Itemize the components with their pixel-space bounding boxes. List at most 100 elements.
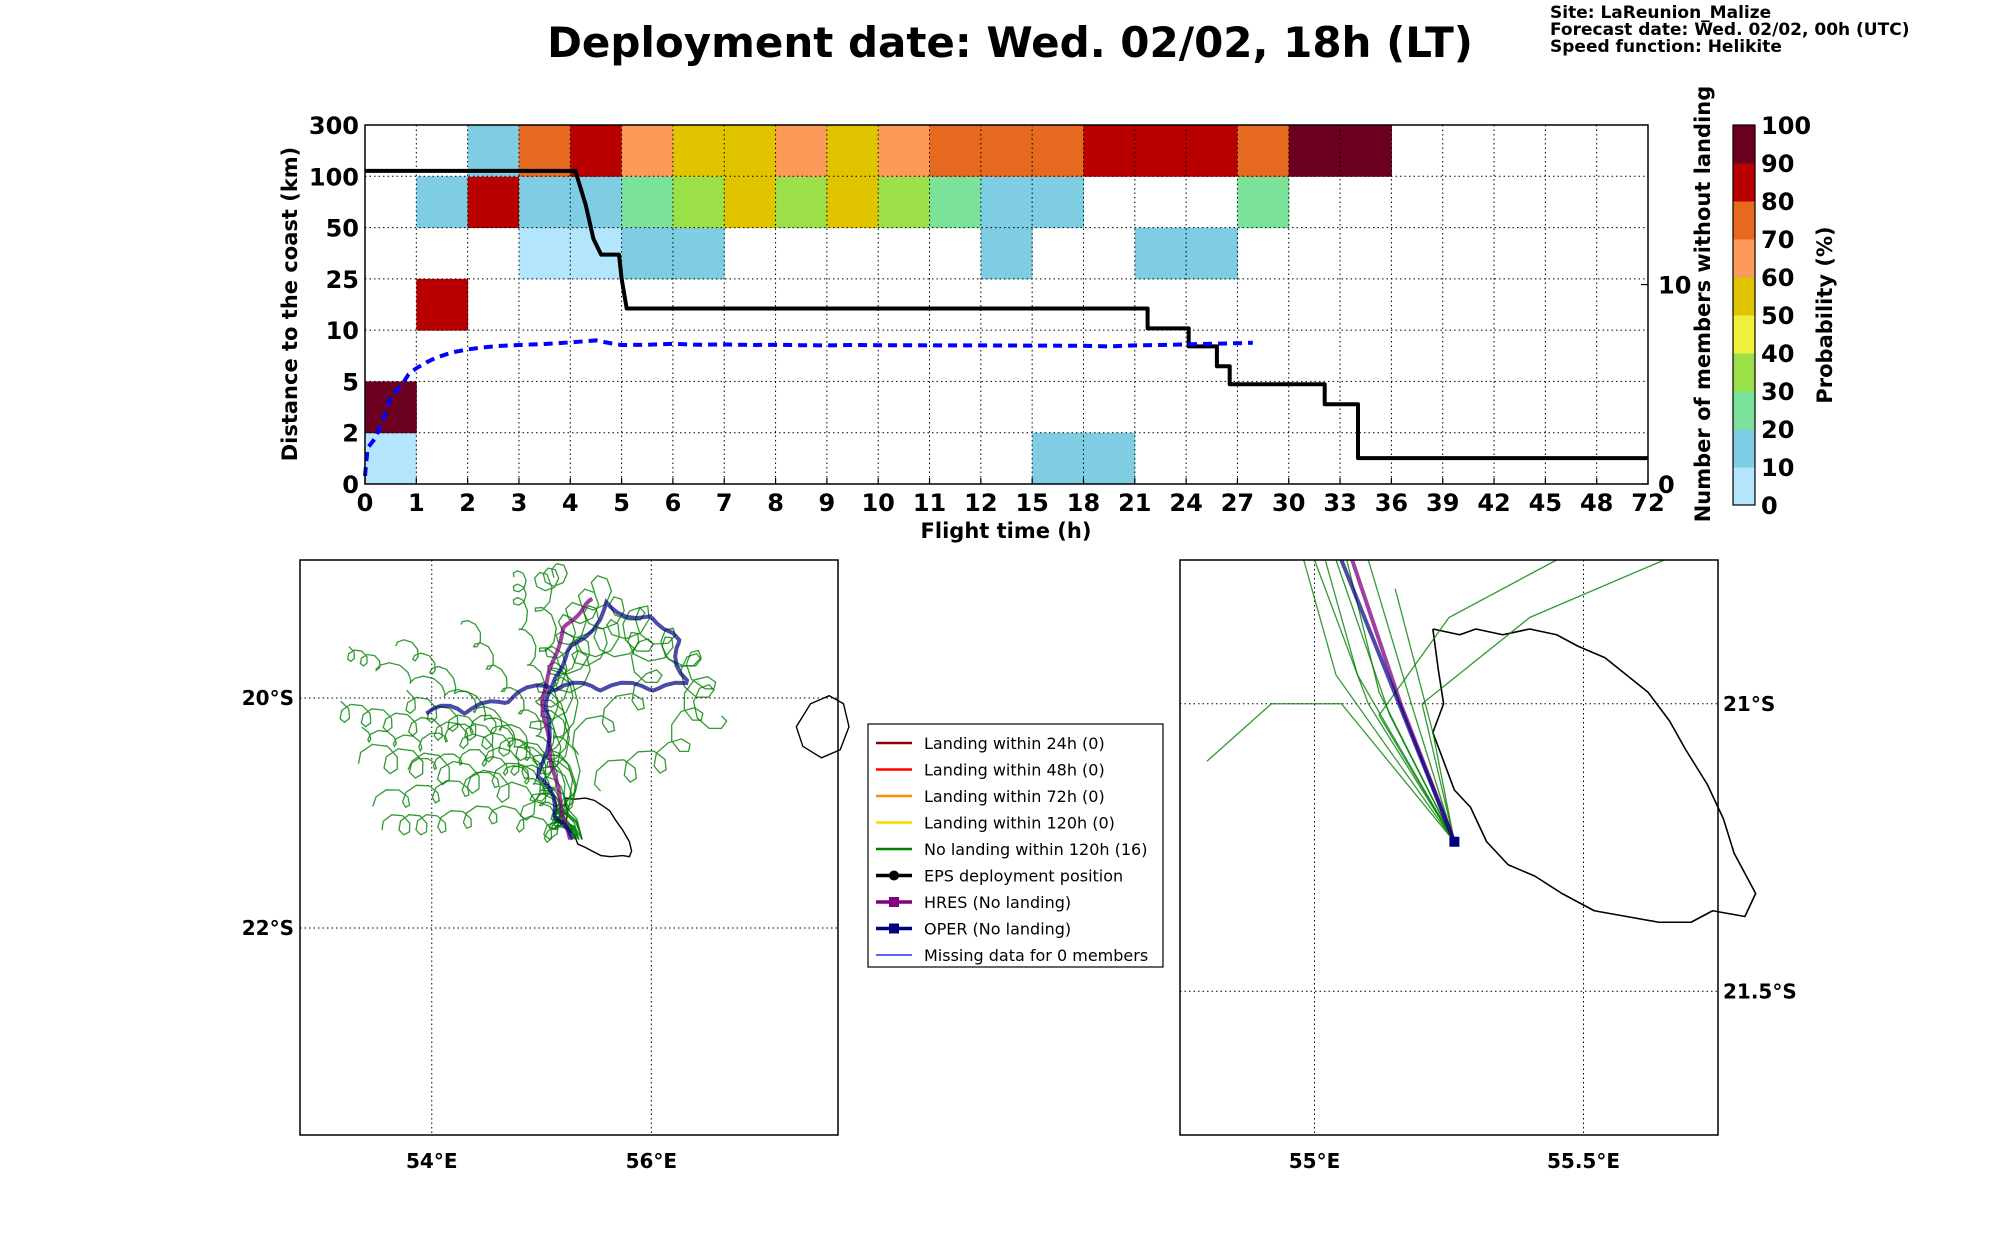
heatmap-cell xyxy=(929,125,982,177)
heatmap-cell xyxy=(878,176,931,229)
oper-trajectory xyxy=(425,598,690,841)
heatmap-cell xyxy=(826,125,879,177)
speed-label: Speed function: Helikite xyxy=(1550,37,1782,57)
x-tick-label: 39 xyxy=(1426,489,1459,517)
x-tick-label: 45 xyxy=(1529,489,1562,517)
ensemble-trajectory xyxy=(346,646,577,840)
heatmap-cell xyxy=(1083,125,1136,177)
map-right-frame xyxy=(1179,559,1719,1136)
y-tick-label: 5 xyxy=(342,368,359,396)
heatmap-series xyxy=(363,168,1648,477)
x-tick-label: 3 xyxy=(511,489,528,517)
y2-tick-label: 10 xyxy=(1658,272,1691,300)
x-tick-label: 21 xyxy=(1118,489,1151,517)
y2-axis-label: Number of members without landing xyxy=(1691,86,1715,523)
legend-items: Landing within 24h (0) Landing within 48h… xyxy=(876,734,1148,965)
legend-item: No landing within 120h (16) xyxy=(876,840,1147,859)
heatmap-cell xyxy=(672,176,725,229)
mauritius-coastline xyxy=(795,694,850,759)
heatmap-cell xyxy=(467,176,520,229)
heatmap-cell xyxy=(365,381,417,434)
map-right-grid xyxy=(1180,560,1718,1135)
colorbar-tick-label: 30 xyxy=(1761,378,1794,406)
map-left-trajectories xyxy=(339,562,728,844)
y-tick-label: 10 xyxy=(326,317,359,345)
colorbar-tick-label: 70 xyxy=(1761,226,1794,254)
x-tick-label: 12 xyxy=(964,489,997,517)
ensemble-trajectory xyxy=(512,570,577,840)
heatmap-cell xyxy=(1032,125,1084,177)
ensemble-trajectory xyxy=(1378,559,1557,843)
colorbar-swatch xyxy=(1733,163,1755,202)
colorbar-tick-label: 100 xyxy=(1761,112,1811,140)
ensemble-trajectory xyxy=(381,805,580,844)
colorbar-tick-labels: 0 10 20 30 40 50 60 70 80 90 100 xyxy=(1761,112,1811,520)
heatmap-cell xyxy=(672,227,725,280)
ensemble-trajectory xyxy=(1394,588,1456,842)
legend-box xyxy=(867,723,1164,968)
heatmap-cell xyxy=(518,227,571,280)
y-tick-label: 300 xyxy=(309,112,359,140)
y-tick-label: 100 xyxy=(309,163,359,191)
colorbar-tick-label: 60 xyxy=(1761,264,1794,292)
map-left-lon-label: 56°E xyxy=(626,1149,678,1173)
heatmap-cell xyxy=(1032,176,1084,229)
heatmap-grid xyxy=(365,125,1648,484)
x-tick-label: 11 xyxy=(913,489,946,517)
y-tick-label: 2 xyxy=(342,420,359,448)
legend-item: OPER (No landing) xyxy=(876,920,1071,939)
colorbar-tick-label: 50 xyxy=(1761,302,1794,330)
heatmap-cell xyxy=(980,176,1033,229)
heatmap-cell xyxy=(724,176,777,229)
colorbar-frame xyxy=(1732,124,1756,506)
colorbar-swatch xyxy=(1733,429,1755,468)
heatmap-cell xyxy=(1083,432,1136,485)
y2-tick-label: 0 xyxy=(1658,471,1675,499)
heatmap-frame xyxy=(364,124,1649,485)
legend-item: EPS deployment position xyxy=(876,867,1123,886)
heatmap-cell xyxy=(980,227,1033,280)
map-left-bg xyxy=(300,560,838,1135)
y2-tick-labels: 0 10 xyxy=(1641,272,1691,499)
legend-item: Landing within 48h (0) xyxy=(876,761,1105,780)
map-right-lat-label: 21.5°S xyxy=(1723,979,1797,1003)
heatmap-cell xyxy=(518,176,571,229)
map-right-coastline xyxy=(1432,628,1757,924)
colorbar-swatch xyxy=(1733,201,1755,240)
x-tick-label: 10 xyxy=(861,489,894,517)
heatmap-cell xyxy=(621,227,674,280)
colorbar-cells xyxy=(1733,125,1755,506)
legend-item: Landing within 72h (0) xyxy=(876,787,1105,806)
colorbar-tick-label: 20 xyxy=(1761,416,1794,444)
heatmap-cell xyxy=(826,176,879,229)
map-left-frame xyxy=(299,559,839,1136)
colorbar-swatch xyxy=(1733,467,1755,506)
x-tick-label: 27 xyxy=(1221,489,1254,517)
x-tick-label: 30 xyxy=(1272,489,1305,517)
map-left-grid xyxy=(300,560,838,1135)
heatmap-cell xyxy=(1237,176,1290,229)
ensemble-trajectory xyxy=(529,596,663,840)
ensemble-trajectory xyxy=(1313,559,1455,843)
legend-label: Landing within 120h (0) xyxy=(924,814,1115,833)
colorbar-tick-label: 90 xyxy=(1761,150,1794,178)
x-tick-label: 15 xyxy=(1015,489,1048,517)
heatmap-cells xyxy=(365,125,1392,485)
deployment-marker xyxy=(1449,836,1460,847)
x-tick-label: 2 xyxy=(459,489,476,517)
heatmap-cell xyxy=(1186,125,1238,177)
heatmap-cell xyxy=(1340,125,1392,177)
heatmap-cell xyxy=(621,176,674,229)
legend-label: Landing within 48h (0) xyxy=(924,761,1105,780)
heatmap-cell xyxy=(724,125,777,177)
x-tick-label: 42 xyxy=(1477,489,1510,517)
heatmap-cell xyxy=(878,125,931,177)
colorbar-tick-label: 10 xyxy=(1761,454,1794,482)
x-tick-label: 9 xyxy=(819,489,836,517)
x-tick-label: 0 xyxy=(357,489,374,517)
y-tick-label: 50 xyxy=(326,215,359,243)
heatmap-cell xyxy=(672,125,725,177)
y-tick-label: 25 xyxy=(326,266,359,294)
